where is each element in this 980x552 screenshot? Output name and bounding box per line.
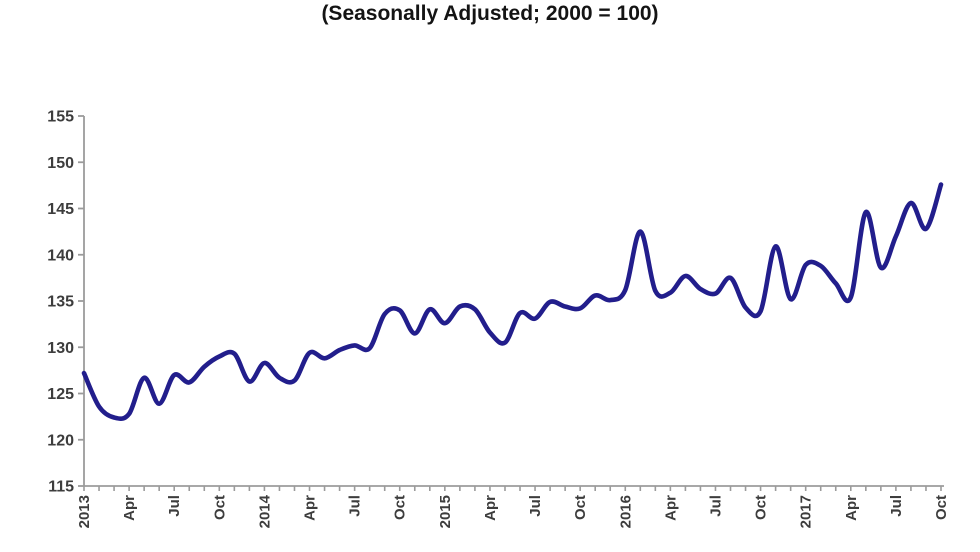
x-tick-label: 2017 xyxy=(798,495,815,528)
x-tick-label: 2016 xyxy=(617,495,634,528)
x-tick-label: Jul xyxy=(347,495,364,517)
x-tick-label: Apr xyxy=(843,495,860,521)
y-tick-label: 140 xyxy=(47,247,74,264)
x-tick-label: Oct xyxy=(572,495,589,520)
data-line-series xyxy=(81,182,944,421)
x-tick-label: Oct xyxy=(753,495,770,520)
y-tick-label: 155 xyxy=(47,109,74,126)
x-tick-label: 2014 xyxy=(256,494,273,528)
x-tick-label: Jul xyxy=(527,495,544,517)
y-tick-label: 150 xyxy=(47,155,74,172)
x-tick-label: Jul xyxy=(707,495,724,517)
y-tick-label: 115 xyxy=(48,479,74,496)
x-tick-label: Oct xyxy=(392,495,409,520)
x-tick-label: Oct xyxy=(933,495,950,520)
x-tick-label: Apr xyxy=(302,495,319,521)
y-tick-label: 130 xyxy=(47,340,74,357)
y-tick-label: 135 xyxy=(47,294,74,311)
x-tick-label: Oct xyxy=(211,495,228,520)
x-tick-label: Jul xyxy=(888,495,905,517)
y-tick-label: 125 xyxy=(47,386,74,403)
x-tick-label: Apr xyxy=(482,495,499,521)
x-tick-label: Apr xyxy=(662,495,679,521)
x-tick-label: Jul xyxy=(166,495,183,517)
y-tick-label: 145 xyxy=(47,201,74,218)
x-tick-label: 2013 xyxy=(76,495,93,528)
chart-title: (Seasonally Adjusted; 2000 = 100) xyxy=(321,2,659,25)
x-tick-label: 2015 xyxy=(437,495,454,528)
x-tick-label: Apr xyxy=(121,495,138,521)
y-tick-label: 120 xyxy=(47,432,74,449)
